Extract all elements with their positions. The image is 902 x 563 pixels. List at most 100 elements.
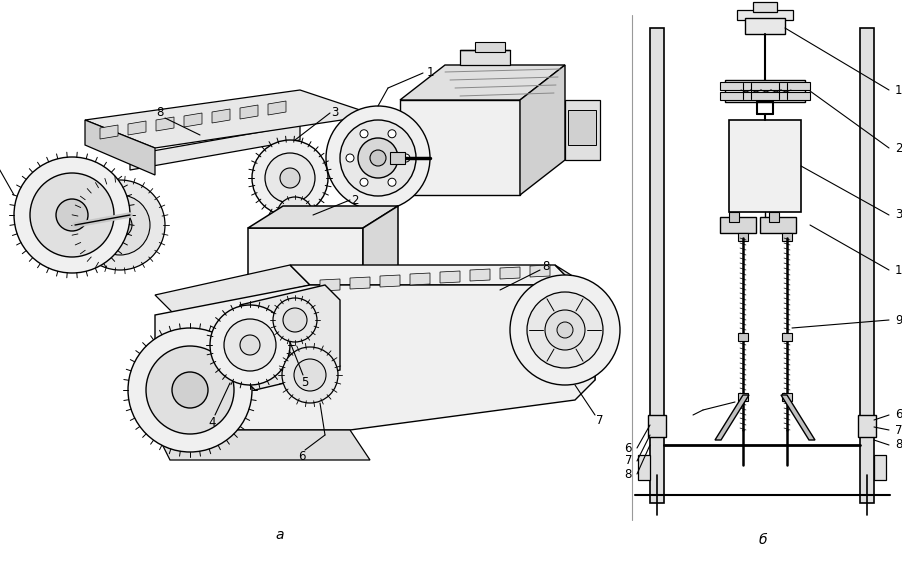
Polygon shape <box>363 206 398 313</box>
Polygon shape <box>240 105 258 119</box>
Circle shape <box>252 140 328 216</box>
Text: 2: 2 <box>895 141 902 154</box>
Bar <box>760 217 796 233</box>
Text: 6: 6 <box>895 409 902 422</box>
Bar <box>860 28 874 503</box>
Polygon shape <box>350 277 370 289</box>
Polygon shape <box>155 285 595 430</box>
Circle shape <box>108 213 132 237</box>
Polygon shape <box>575 361 595 377</box>
Polygon shape <box>156 117 174 131</box>
Text: 10: 10 <box>895 263 902 276</box>
Polygon shape <box>290 265 575 285</box>
Circle shape <box>14 157 130 273</box>
Polygon shape <box>128 121 146 135</box>
Polygon shape <box>500 267 520 279</box>
Circle shape <box>56 199 88 231</box>
Polygon shape <box>400 65 565 100</box>
Bar <box>729 212 739 222</box>
Text: 1: 1 <box>895 83 902 96</box>
Circle shape <box>146 346 234 434</box>
Circle shape <box>280 168 300 188</box>
Bar <box>874 455 886 480</box>
Circle shape <box>282 347 338 403</box>
Polygon shape <box>470 269 490 281</box>
Circle shape <box>90 195 150 255</box>
Text: 6: 6 <box>299 450 306 463</box>
Bar <box>725 80 805 102</box>
Circle shape <box>370 150 386 166</box>
Text: 7: 7 <box>624 454 632 467</box>
Bar <box>858 415 876 437</box>
Polygon shape <box>440 271 460 283</box>
Bar <box>782 333 792 341</box>
Circle shape <box>346 154 354 162</box>
Circle shape <box>265 153 315 203</box>
Polygon shape <box>380 275 400 287</box>
Circle shape <box>283 308 307 332</box>
Circle shape <box>358 138 398 178</box>
Text: 2: 2 <box>351 194 359 207</box>
Text: 9: 9 <box>895 314 902 327</box>
Bar <box>720 217 756 233</box>
Bar <box>738 393 748 401</box>
Circle shape <box>172 372 208 408</box>
Circle shape <box>273 298 317 342</box>
Circle shape <box>557 322 573 338</box>
Text: 3: 3 <box>331 106 338 119</box>
Bar <box>737 10 793 20</box>
Polygon shape <box>85 120 155 175</box>
Polygon shape <box>85 90 375 148</box>
Circle shape <box>287 207 303 223</box>
Polygon shape <box>268 101 286 115</box>
Circle shape <box>388 178 396 186</box>
Polygon shape <box>410 273 430 285</box>
Circle shape <box>30 173 114 257</box>
Polygon shape <box>575 317 595 333</box>
Text: 6: 6 <box>624 441 632 454</box>
Circle shape <box>128 328 252 452</box>
Bar <box>648 415 666 437</box>
Text: 7: 7 <box>895 423 902 436</box>
Polygon shape <box>100 125 118 139</box>
Bar <box>782 393 792 401</box>
Circle shape <box>510 275 620 385</box>
Text: 8: 8 <box>542 261 549 274</box>
Circle shape <box>277 197 313 233</box>
Bar <box>729 120 801 212</box>
Bar <box>568 110 596 145</box>
Circle shape <box>294 359 326 391</box>
Polygon shape <box>460 50 510 65</box>
Bar <box>650 28 664 503</box>
Bar <box>753 2 777 12</box>
Polygon shape <box>575 339 595 355</box>
Bar <box>769 212 779 222</box>
Circle shape <box>210 305 290 385</box>
Text: 4: 4 <box>208 415 216 428</box>
Text: а: а <box>276 528 284 542</box>
Circle shape <box>240 335 260 355</box>
Bar <box>738 233 748 241</box>
Polygon shape <box>240 285 340 390</box>
Circle shape <box>388 129 396 138</box>
Text: 1: 1 <box>427 66 434 79</box>
Bar <box>745 18 785 34</box>
Polygon shape <box>248 228 363 313</box>
Polygon shape <box>555 265 595 380</box>
Polygon shape <box>155 430 370 460</box>
Text: 3: 3 <box>895 208 902 221</box>
Polygon shape <box>530 265 550 277</box>
Bar <box>720 82 810 90</box>
Text: б: б <box>759 533 768 547</box>
Circle shape <box>527 292 603 368</box>
Bar <box>390 152 405 164</box>
Circle shape <box>545 310 585 350</box>
Bar <box>720 92 810 100</box>
Bar <box>782 233 792 241</box>
Circle shape <box>360 178 368 186</box>
Circle shape <box>340 120 416 196</box>
Polygon shape <box>248 206 398 228</box>
Bar <box>738 333 748 341</box>
Polygon shape <box>320 279 340 291</box>
Text: 7: 7 <box>596 413 603 427</box>
